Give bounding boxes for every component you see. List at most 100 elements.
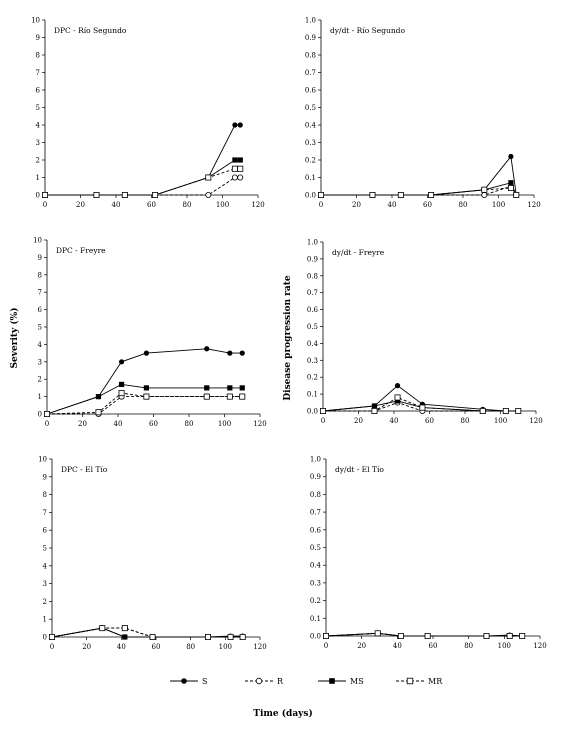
y-tick-label: 0.8 (310, 491, 321, 499)
y-tick-label: 3 (43, 580, 47, 588)
data-point-MS (122, 634, 128, 640)
data-point-MR (239, 634, 246, 641)
data-point-MR (239, 393, 246, 400)
x-tick-label: 40 (117, 643, 126, 651)
y-tick-label: 0.6 (305, 87, 317, 95)
y-tick-label: 0.4 (307, 340, 319, 348)
x-tick-label: 120 (253, 420, 266, 428)
y-tick-label: 8 (38, 271, 42, 279)
data-point-S (204, 346, 210, 352)
data-point-R (237, 174, 244, 181)
data-point-MR (149, 634, 156, 641)
y-tick-label: 0.9 (305, 34, 316, 42)
y-axis-label-severity: Severity (%) (9, 308, 20, 369)
data-point-MR (519, 633, 526, 640)
panel-title: DPC - Freyre (56, 246, 106, 255)
x-tick-label: 120 (251, 201, 264, 209)
y-tick-label: 0.7 (307, 289, 318, 297)
y-tick-label: 3 (38, 358, 42, 366)
data-point-MS (95, 394, 102, 400)
x-tick-label: 0 (50, 643, 54, 651)
x-tick-label: 100 (494, 417, 507, 425)
series-MR (319, 394, 522, 414)
x-tick-label: 80 (185, 420, 194, 428)
x-tick-label: 20 (354, 417, 363, 425)
x-tick-label: 80 (183, 201, 192, 209)
panel-title: dy/dt - Freyre (332, 248, 385, 257)
legend-marker-R (255, 677, 263, 685)
y-tick-label: 0.7 (305, 69, 316, 77)
series-line-S (45, 124, 241, 196)
y-tick-label: 0 (36, 192, 40, 200)
y-tick-label: 2 (38, 376, 42, 384)
data-point-S (143, 350, 149, 356)
y-tick-label: 0.2 (310, 597, 321, 605)
x-tick-label: 40 (388, 201, 397, 209)
y-tick-label: 2 (43, 598, 47, 606)
y-tick-label: 0.1 (305, 174, 316, 182)
data-point-S (118, 359, 125, 365)
legend-label: S (202, 677, 207, 686)
y-tick-label: 4 (38, 341, 43, 349)
x-tick-label: 100 (218, 420, 231, 428)
data-point-MR (143, 393, 150, 400)
series-MR (322, 630, 526, 640)
x-tick-label: 80 (464, 642, 473, 650)
x-tick-label: 20 (76, 201, 85, 209)
x-tick-label: 40 (114, 420, 123, 428)
legend-item-S: S (170, 677, 207, 686)
data-point-MR (227, 634, 234, 641)
data-point-R (205, 191, 212, 198)
data-point-S (239, 350, 245, 356)
panel-title: DPC - El Tío (61, 465, 108, 474)
data-point-MS (118, 381, 125, 388)
data-point-MR (419, 404, 426, 411)
y-tick-label: 0.8 (307, 272, 318, 280)
y-tick-label: 0.3 (307, 357, 318, 365)
x-tick-label: 0 (45, 420, 49, 428)
y-tick-label: 0 (38, 411, 42, 419)
x-tick-label: 100 (216, 201, 229, 209)
data-point-S (232, 122, 238, 128)
series-MR (317, 184, 520, 198)
y-tick-label: 0.9 (307, 255, 318, 263)
legend-label: MR (428, 677, 443, 686)
y-tick-label: 0.0 (305, 192, 316, 200)
y-tick-label: 9 (43, 473, 47, 481)
data-point-MS (143, 385, 149, 391)
data-point-MR (99, 625, 106, 632)
data-point-S (394, 383, 401, 389)
y-tick-label: 0.6 (307, 306, 319, 314)
y-tick-label: 6 (43, 527, 48, 535)
y-tick-label: 1 (38, 393, 42, 401)
y-tick-label: 9 (36, 34, 40, 42)
data-point-MR (204, 634, 211, 641)
series-MR (49, 625, 246, 641)
x-tick-label: 120 (253, 643, 266, 651)
data-point-MR (237, 165, 244, 172)
chart-panel-2: 0.0 0.1 0.2 0.3 0.4 0.5 0.6 0.7 0.8 0.9 1.0 0 20 40 60… (305, 17, 541, 210)
data-point-MR (507, 184, 514, 191)
y-tick-label: 5 (43, 545, 47, 553)
y-tick-label: 0.5 (305, 104, 316, 112)
x-tick-label: 60 (149, 420, 158, 428)
data-point-MR (397, 191, 404, 198)
data-point-MR (203, 393, 210, 400)
data-point-MR (317, 191, 324, 198)
y-tick-label: 0.3 (305, 139, 316, 147)
data-point-MR (118, 390, 125, 397)
data-point-S (227, 350, 233, 356)
x-tick-label: 100 (492, 201, 505, 209)
y-tick-label: 5 (36, 104, 40, 112)
data-point-MR (506, 633, 513, 640)
data-point-MR (394, 394, 401, 401)
data-point-S (237, 122, 243, 128)
legend-item-MS: MS (318, 677, 364, 686)
series-S (318, 153, 519, 198)
data-point-MS (508, 180, 514, 186)
data-point-R (481, 191, 488, 198)
data-point-MR (397, 633, 404, 640)
panel-title: DPC - Río Segundo (54, 26, 127, 35)
